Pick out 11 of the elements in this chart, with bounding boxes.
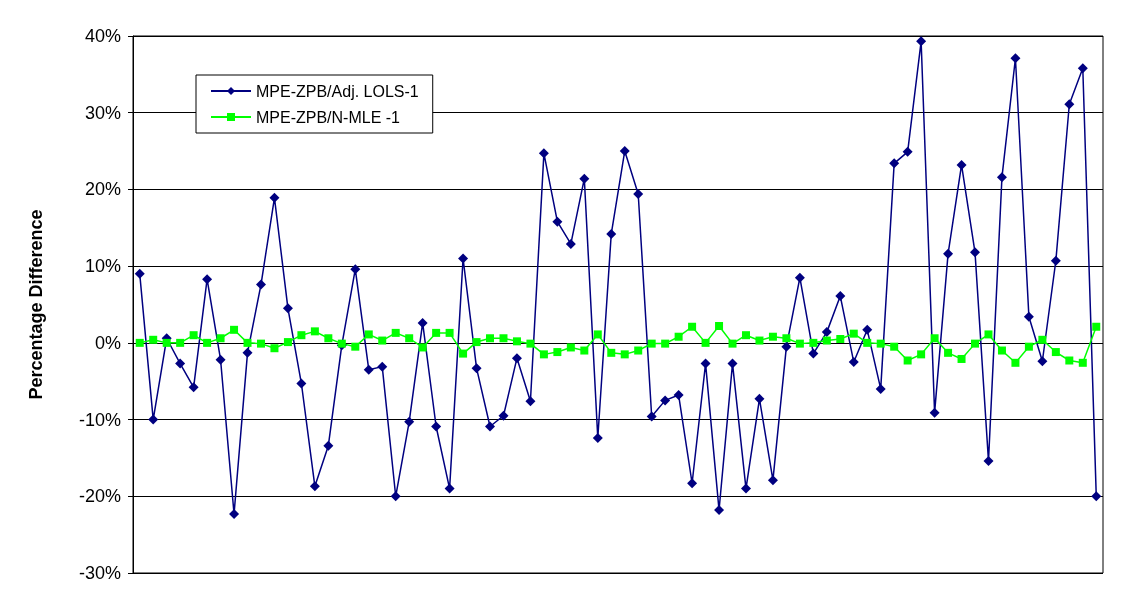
y-tick-label: -20% xyxy=(78,486,121,507)
y-tick-label: -10% xyxy=(78,409,121,430)
legend-label: MPE-ZPB/Adj. LOLS-1 xyxy=(256,82,419,100)
y-tick-label: -30% xyxy=(78,563,121,583)
y-axis-title: Percentage Difference xyxy=(26,209,46,400)
y-tick-label: 30% xyxy=(84,102,121,123)
y-tick-label: 40% xyxy=(84,26,121,46)
y-tick-label: 10% xyxy=(84,256,121,277)
y-tick-label: 20% xyxy=(84,179,121,200)
y-tick-label: 0% xyxy=(94,332,121,353)
legend-label: MPE-ZPB/N-MLE -1 xyxy=(256,108,401,126)
